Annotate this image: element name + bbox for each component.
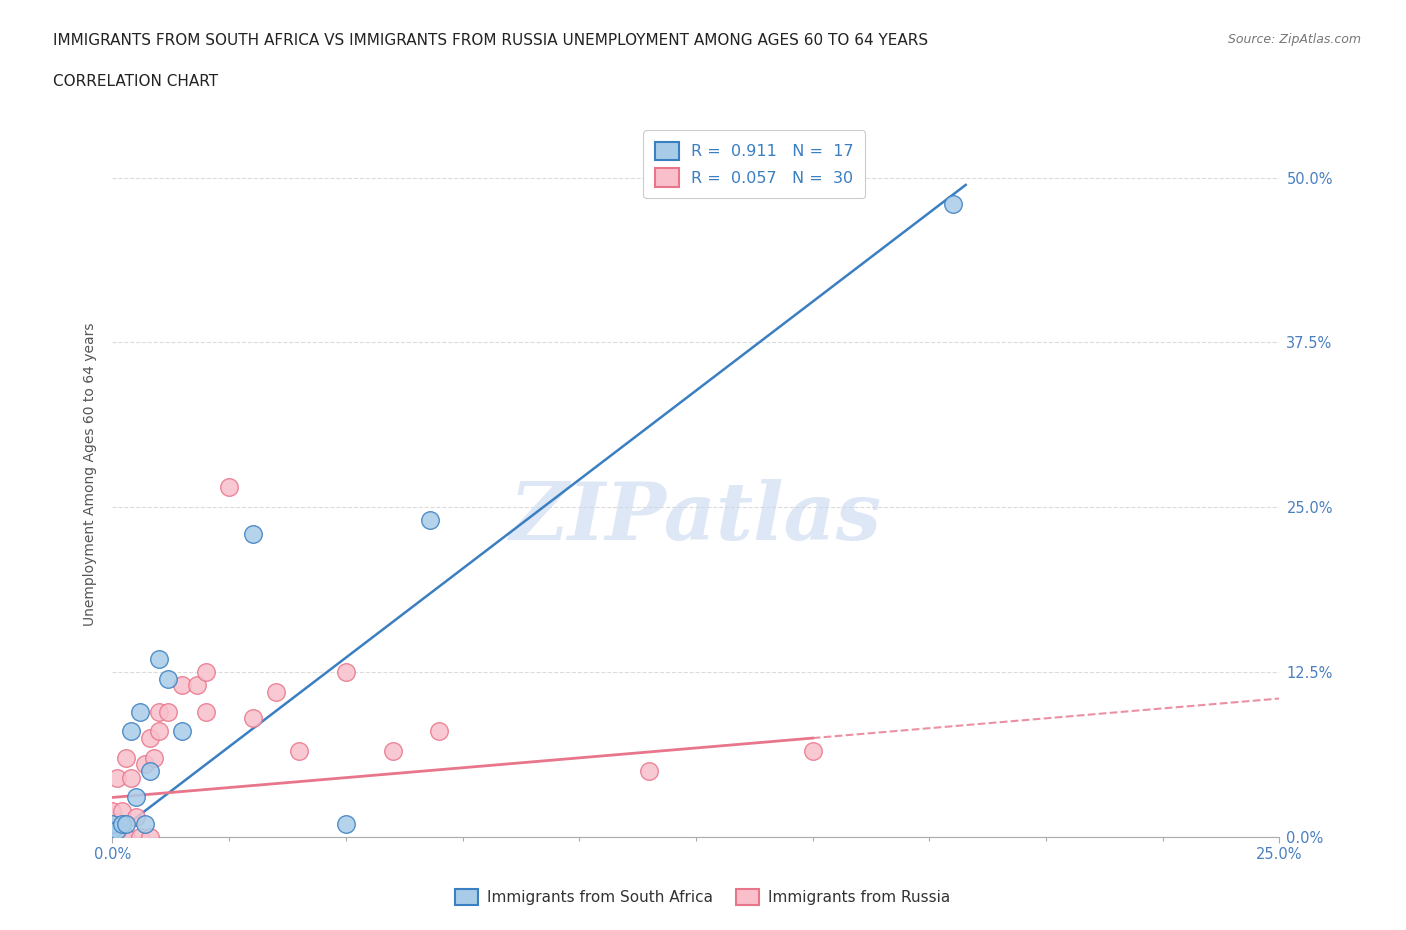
Point xyxy=(419,513,441,528)
Text: CORRELATION CHART: CORRELATION CHART xyxy=(53,74,218,89)
Point xyxy=(172,678,194,693)
Point xyxy=(125,790,148,804)
Point xyxy=(288,744,311,759)
Point xyxy=(139,764,162,778)
Point xyxy=(427,724,450,739)
Point xyxy=(111,804,134,818)
Legend: R =  0.911   N =  17, R =  0.057   N =  30: R = 0.911 N = 17, R = 0.057 N = 30 xyxy=(644,130,865,198)
Point xyxy=(801,744,824,759)
Point xyxy=(101,804,124,818)
Point xyxy=(120,770,142,785)
Point xyxy=(335,817,357,831)
Point xyxy=(194,704,217,719)
Point xyxy=(242,711,264,725)
Point xyxy=(264,684,287,699)
Point xyxy=(115,830,138,844)
Point xyxy=(148,724,170,739)
Point xyxy=(134,817,156,831)
Point xyxy=(105,830,128,844)
Point xyxy=(105,770,128,785)
Point xyxy=(143,751,166,765)
Point xyxy=(129,830,152,844)
Point xyxy=(139,830,162,844)
Point xyxy=(139,731,162,746)
Point xyxy=(638,764,661,778)
Point xyxy=(120,724,142,739)
Point xyxy=(242,526,264,541)
Point xyxy=(111,830,134,844)
Point xyxy=(129,704,152,719)
Point xyxy=(115,751,138,765)
Point xyxy=(148,704,170,719)
Point xyxy=(105,823,128,838)
Point xyxy=(381,744,404,759)
Point xyxy=(101,823,124,838)
Point xyxy=(115,817,138,831)
Text: IMMIGRANTS FROM SOUTH AFRICA VS IMMIGRANTS FROM RUSSIA UNEMPLOYMENT AMONG AGES 6: IMMIGRANTS FROM SOUTH AFRICA VS IMMIGRAN… xyxy=(53,33,928,47)
Point xyxy=(148,652,170,667)
Text: Source: ZipAtlas.com: Source: ZipAtlas.com xyxy=(1227,33,1361,46)
Text: ZIPatlas: ZIPatlas xyxy=(510,479,882,556)
Point xyxy=(186,678,208,693)
Point xyxy=(101,817,124,831)
Point xyxy=(335,665,357,680)
Point xyxy=(157,704,180,719)
Point xyxy=(157,671,180,686)
Point xyxy=(111,817,134,831)
Point xyxy=(194,665,217,680)
Y-axis label: Unemployment Among Ages 60 to 64 years: Unemployment Among Ages 60 to 64 years xyxy=(83,323,97,626)
Point xyxy=(172,724,194,739)
Point xyxy=(134,757,156,772)
Point xyxy=(125,810,148,825)
Legend: Immigrants from South Africa, Immigrants from Russia: Immigrants from South Africa, Immigrants… xyxy=(450,883,956,911)
Point xyxy=(942,196,965,211)
Point xyxy=(218,480,240,495)
